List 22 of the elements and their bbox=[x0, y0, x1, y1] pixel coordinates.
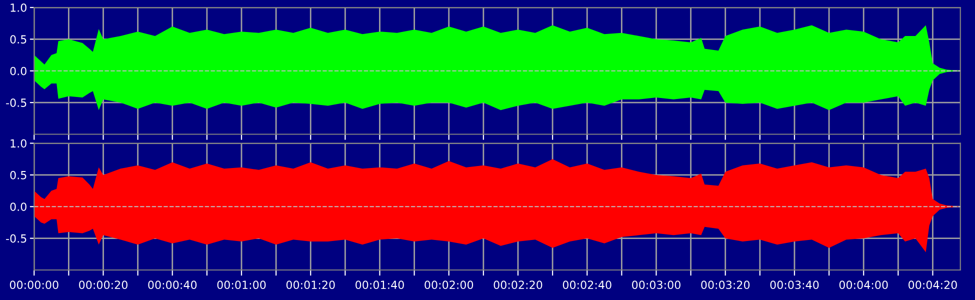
x-tick-label: 00:02:20 bbox=[494, 280, 542, 290]
x-tick-label: 00:01:40 bbox=[356, 280, 404, 290]
x-tick-label: 00:03:40 bbox=[770, 280, 819, 290]
y-tick-label: 0.5 bbox=[10, 35, 26, 44]
x-tick-label: 00:04:00 bbox=[839, 280, 888, 290]
x-tick-label: 00:02:00 bbox=[424, 280, 474, 290]
x-tick-label: 00:03:20 bbox=[701, 280, 750, 290]
y-tick-label: 0.5 bbox=[10, 170, 26, 180]
x-tick-label: 00:02:40 bbox=[562, 280, 612, 290]
x-tick-label: 00:00:20 bbox=[79, 280, 128, 290]
y-tick-label: -0.5 bbox=[6, 98, 26, 107]
y-tick-label: 0.0 bbox=[10, 202, 26, 212]
x-tick-label: 00:00:00 bbox=[10, 280, 58, 290]
x-tick-label: 00:03:00 bbox=[632, 280, 680, 290]
x-tick-label: 00:01:00 bbox=[217, 280, 266, 290]
y-tick-label: 0.0 bbox=[10, 66, 26, 76]
x-tick-label: 00:04:20 bbox=[908, 280, 957, 290]
y-tick-label: 1.0 bbox=[10, 139, 26, 148]
x-tick-label: 00:01:20 bbox=[286, 280, 335, 290]
y-tick-label: -0.5 bbox=[6, 234, 26, 243]
x-tick-label: 00:00:40 bbox=[148, 280, 197, 290]
y-tick-label: 1.0 bbox=[10, 3, 26, 12]
